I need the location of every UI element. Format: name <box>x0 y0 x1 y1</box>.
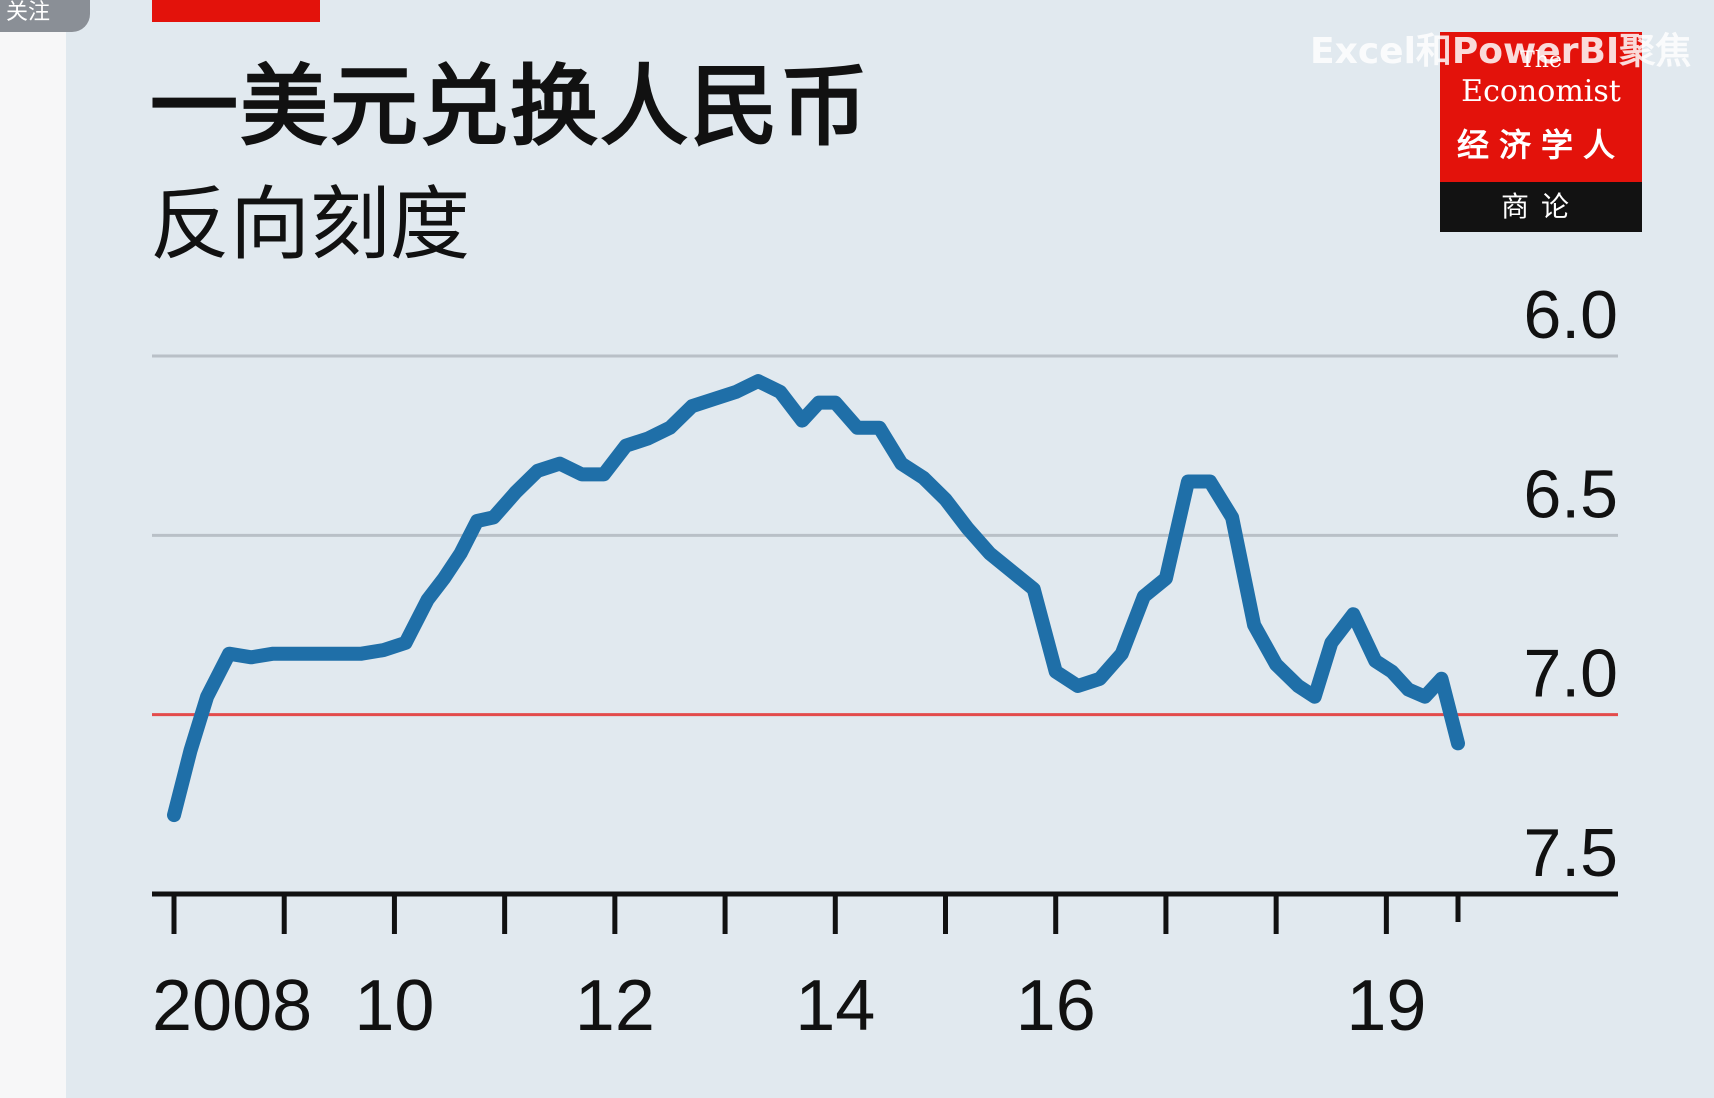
y-tick-label-6-5: 6.5 <box>1523 456 1618 532</box>
logo-bar-text: 商论 <box>1440 182 1642 232</box>
x-axis-ticks <box>171 894 1461 934</box>
x-tick-label-14: 14 <box>795 966 875 1046</box>
x-tick-label-12: 12 <box>575 966 655 1046</box>
gridlines <box>152 354 1618 717</box>
x-tick-label-10: 10 <box>354 966 434 1046</box>
y-tick-label-7-5: 7.5 <box>1523 815 1618 891</box>
y-tick-label-6-0: 6.0 <box>1523 277 1618 353</box>
logo-chinese-text: 经济学人 <box>1456 126 1625 164</box>
x-tick-label-16: 16 <box>1016 966 1096 1046</box>
follow-badge[interactable]: 关注 <box>0 0 90 32</box>
logo-economist-text: Economist <box>1461 74 1621 109</box>
watermark-text: Excel和PowerBI聚焦 <box>1310 31 1692 72</box>
x-axis-labels: 2008 10 12 14 16 19 <box>152 966 1426 1046</box>
left-margin-strip <box>0 0 66 1098</box>
chart-panel <box>66 0 1714 1098</box>
chart-subtitle: 反向刻度 <box>150 178 470 271</box>
economist-logo: The Economist 经济学人 商论 <box>1440 32 1642 232</box>
y-tick-label-7-0: 7.0 <box>1523 636 1618 712</box>
x-tick-label-2008: 2008 <box>152 966 312 1046</box>
series-line-usd-cny <box>167 374 1465 823</box>
logo-the-text: The <box>1520 48 1562 73</box>
economist-red-tab <box>152 0 320 22</box>
y-axis-labels: 6.0 6.5 7.0 7.5 <box>1523 277 1618 891</box>
chart-title: 一美元兑换人民币 <box>150 55 871 158</box>
x-tick-label-19: 19 <box>1346 966 1426 1046</box>
